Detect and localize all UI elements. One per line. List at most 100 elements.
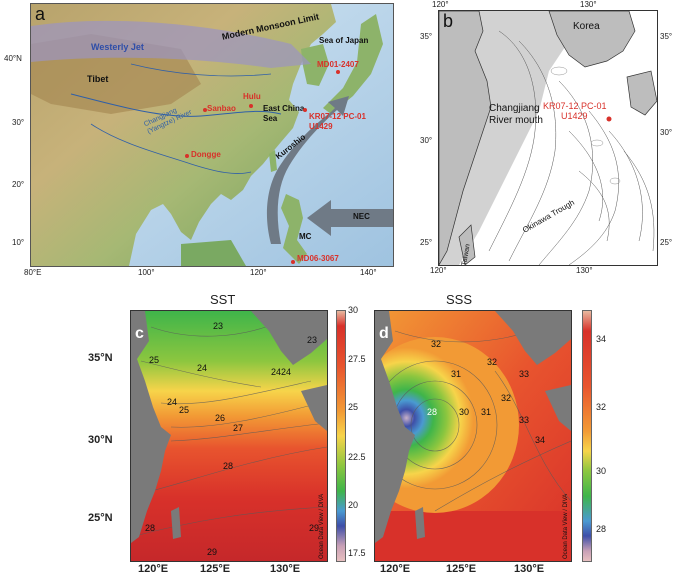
panel-c-lat-35: 35°N (88, 352, 113, 364)
sst-contour-label-8: 28 (145, 523, 156, 533)
sst-contour-label-1: 23 (213, 321, 224, 331)
panel-b-kr07-label: KR07-12 PC-01 (543, 101, 607, 111)
panel-b-letter: b (443, 11, 454, 31)
panel-c-lon-130: 130°E (270, 563, 301, 575)
panel-a-lon-100: 100° (138, 268, 155, 277)
panel-b-left-30: 30° (420, 136, 433, 145)
panel-c-lat-30: 30°N (88, 434, 113, 446)
panel-c-korea-land (251, 311, 327, 365)
panel-d-lon-130: 130°E (514, 563, 545, 575)
sst-contour-label-5: 26 (215, 413, 226, 423)
panel-b-left-35: 35° (420, 32, 433, 41)
sst-contour-label-9: 29 (309, 523, 320, 533)
sst-cbar-20: 20 (348, 500, 359, 510)
panel-a-lon-80: 80°E (24, 268, 42, 277)
panel-d-china-land (375, 311, 415, 543)
panel-c-title: SST (210, 292, 236, 307)
panel-c-lat-25: 25°N (88, 512, 113, 524)
panel-c-china-land (131, 311, 171, 543)
sss-contour-label-8: 33 (519, 415, 530, 425)
sss-contour-label-7: 32 (501, 393, 512, 403)
panel-b-map: b Korea Changjiang River mouth KR07-12 P… (438, 10, 658, 266)
panel-b-top-120: 120° (432, 0, 449, 9)
panel-d-korea-land (495, 311, 571, 365)
sst-contour-label-13: 24 (281, 367, 292, 377)
westerly-jet-label: Westerly Jet (91, 42, 144, 52)
sst-cbar-27-5: 27.5 (348, 354, 366, 364)
panel-c-sst-map: c 23 24 24 25 26 27 28 28 29 29 23 24 24… (130, 310, 328, 562)
sst-contour-label-10: 29 (207, 547, 218, 557)
panel-a-lat-30: 30° (12, 118, 25, 127)
panel-d-credit: Ocean Data View / DIVA (563, 493, 569, 559)
sst-cbar-30: 30 (348, 305, 359, 315)
panel-b-bathymetry (439, 11, 657, 265)
japan-island (323, 14, 383, 114)
sss-contour-label-10: 28 (427, 407, 438, 417)
panel-a-terrain (31, 4, 393, 266)
sss-colorbar (582, 310, 592, 562)
korea-land (548, 11, 636, 68)
korea-label: Korea (573, 21, 600, 32)
sst-contour-label-14: 25 (149, 355, 160, 365)
panel-a-lat-20: 20° (12, 180, 25, 189)
sea-of-japan-label: Sea of Japan (319, 36, 369, 45)
site-kr07-label: KR07-12 PC-01 (309, 112, 366, 121)
panel-a-letter: a (35, 4, 46, 24)
china-coast (439, 11, 492, 265)
site-sanbao-label: Sanbao (207, 104, 236, 113)
sst-cbar-25: 25 (348, 402, 359, 412)
sss-contour-label-3: 33 (519, 369, 530, 379)
sst-contour-label-12: 24 (271, 367, 282, 377)
sss-cbar-28: 28 (596, 524, 607, 534)
panel-d-lon-120: 120°E (380, 563, 411, 575)
korea-peninsula (301, 44, 329, 86)
site-md06-marker (291, 260, 295, 264)
site-dongge-label: Dongge (191, 150, 221, 159)
sst-contour-label-6: 27 (233, 423, 244, 433)
nec-arrow (307, 200, 393, 236)
kuroshio-arrow (266, 96, 349, 244)
sss-cbar-30: 30 (596, 466, 607, 476)
site-md01-label: MD01-2407 (317, 60, 359, 69)
sst-contour-label-7: 28 (223, 461, 234, 471)
site-u1429-label: U1429 (309, 122, 333, 131)
panel-c-credit: Ocean Data View / DIVA (319, 493, 325, 559)
panel-c-letter: c (135, 325, 144, 342)
philippines (281, 194, 307, 264)
sss-cbar-34: 34 (596, 334, 607, 344)
panel-b-right-35: 35° (660, 32, 673, 41)
panel-b-right-30: 30° (660, 128, 673, 137)
panel-c-lon-125: 125°E (200, 563, 231, 575)
panel-c-lon-120: 120°E (138, 563, 169, 575)
panel-b-top-130: 130° (580, 0, 597, 9)
nec-label: NEC (353, 212, 370, 221)
site-hulu-marker (249, 104, 253, 108)
monsoon-limit-band (31, 20, 311, 68)
panel-b-u1429-label: U1429 (561, 111, 588, 121)
site-sanbao-marker (203, 108, 207, 112)
panel-c-field (131, 311, 327, 561)
panel-b-right-25: 25° (660, 238, 673, 247)
sss-contour-label-5: 30 (459, 407, 470, 417)
sss-contour-label-2: 32 (487, 357, 498, 367)
site-md01-marker (336, 70, 340, 74)
sst-contour-label-4: 25 (179, 405, 190, 415)
tibet-label: Tibet (87, 74, 109, 84)
mc-label: MC (299, 232, 312, 241)
sss-contour-label-1: 32 (431, 339, 442, 349)
sss-contour-label-9: 34 (535, 435, 546, 445)
sst-cbar-17-5: 17.5 (348, 548, 366, 558)
panel-a-map: a Westerly Jet Modern Monsoon Limit Tibe… (30, 3, 394, 267)
panel-a-lat-40: 40°N (4, 54, 22, 63)
changjiang-mouth-label: Changjiang River mouth (489, 103, 543, 126)
panel-a-lon-140: 140° (360, 268, 377, 277)
site-md06-label: MD06-3067 (297, 254, 339, 263)
panel-d-sss-map: d 32 32 33 31 30 31 32 33 34 28 Ocean Da… (374, 310, 572, 562)
panel-d-letter: d (379, 325, 389, 342)
site-kr07-marker (303, 108, 307, 112)
panel-d-title: SSS (446, 292, 473, 307)
panel-a-lon-120: 120° (250, 268, 267, 277)
panel-b-left-25: 25° (420, 238, 433, 247)
sst-cbar-22-5: 22.5 (348, 452, 366, 462)
panel-d-field (375, 311, 571, 561)
